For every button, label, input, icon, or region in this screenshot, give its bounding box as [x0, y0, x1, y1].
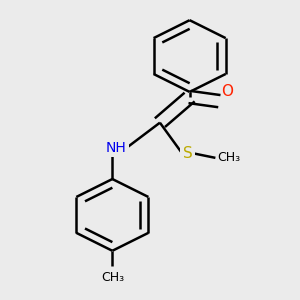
Text: NH: NH [106, 141, 127, 155]
Text: S: S [183, 146, 193, 161]
Text: CH₃: CH₃ [101, 271, 124, 284]
Text: CH₃: CH₃ [218, 152, 241, 164]
Text: O: O [221, 84, 233, 99]
